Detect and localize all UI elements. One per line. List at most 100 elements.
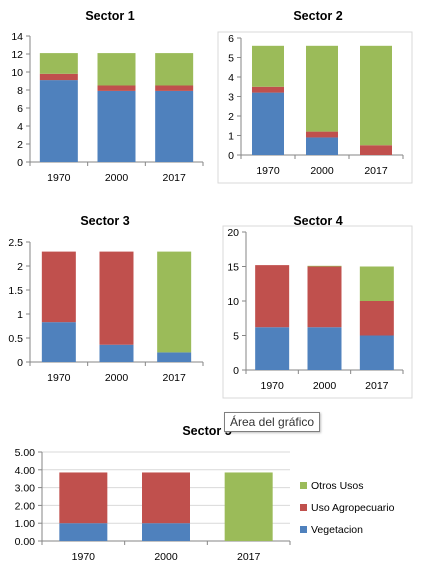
bar-agropecuario-2017 bbox=[360, 145, 392, 155]
y-tick-label: 6 bbox=[17, 103, 23, 115]
chart-title: Sector 3 bbox=[80, 214, 129, 228]
bar-vegetacion-1970 bbox=[59, 523, 108, 541]
bar-otros-2017 bbox=[157, 251, 192, 353]
y-tick-label: 2 bbox=[228, 111, 234, 123]
y-tick-label: 1.5 bbox=[8, 285, 23, 297]
chart-border bbox=[222, 225, 413, 399]
y-tick-label: 2 bbox=[17, 261, 23, 273]
bar-vegetacion-2017 bbox=[157, 352, 192, 362]
x-tick-label: 1970 bbox=[256, 165, 280, 177]
bar-agropecuario-2000 bbox=[142, 472, 190, 524]
y-tick-label: 5.00 bbox=[15, 447, 36, 459]
bar-agropecuario-1970 bbox=[41, 251, 76, 323]
y-tick-label: 5 bbox=[233, 331, 239, 343]
x-tick-label: 2017 bbox=[364, 165, 388, 177]
legend-swatch-agropecuario bbox=[300, 504, 307, 511]
y-tick-label: 2.5 bbox=[8, 237, 23, 249]
y-tick-label: 0.5 bbox=[8, 333, 23, 345]
y-tick-label: 3 bbox=[228, 92, 234, 104]
bar-otros-1970 bbox=[252, 45, 284, 87]
legend-label-vegetacion: Vegetacion bbox=[311, 524, 363, 536]
chart-area-tooltip: Área del gráfico bbox=[224, 412, 321, 432]
y-tick-label: 2 bbox=[17, 139, 23, 151]
x-tick-label: 2000 bbox=[105, 172, 129, 184]
x-tick-label: 1970 bbox=[72, 551, 96, 563]
x-tick-label: 2000 bbox=[313, 380, 337, 392]
chart-sector-3: Sector 3 0 0.5 1 1.5 2 2.5 1970 2000 2017 bbox=[8, 214, 204, 384]
legend-swatch-otros bbox=[300, 482, 307, 489]
y-tick-label: 0.00 bbox=[15, 536, 36, 548]
y-tick-label: 1 bbox=[228, 131, 234, 143]
bar-agropecuario-2000 bbox=[306, 131, 338, 138]
chart-sector-5: Sector 5 0.00 1.00 2.00 3.00 4.00 5.00 1970 2000… bbox=[15, 424, 395, 563]
x-tick-label: 1970 bbox=[47, 172, 71, 184]
bar-agropecuario-2017 bbox=[155, 85, 194, 91]
bar-vegetacion-1970 bbox=[41, 322, 76, 362]
bar-vegetacion-2000 bbox=[142, 523, 190, 541]
legend-swatch-vegetacion bbox=[300, 526, 307, 533]
bar-agropecuario-1970 bbox=[39, 73, 78, 81]
x-tick-label: 1970 bbox=[47, 372, 71, 384]
y-tick-label: 12 bbox=[11, 49, 23, 61]
bar-otros-2000 bbox=[306, 45, 338, 132]
chart-sector-4: Sector 4 0 5 10 15 20 1970 2000 2017 bbox=[222, 214, 413, 399]
bar-agropecuario-2000 bbox=[99, 251, 134, 345]
y-tick-label: 1 bbox=[17, 309, 23, 321]
y-tick-label: 8 bbox=[17, 85, 23, 97]
x-tick-label: 2000 bbox=[105, 372, 129, 384]
bar-otros-2017 bbox=[224, 472, 273, 541]
y-tick-label: 0 bbox=[17, 157, 23, 169]
y-tick-label: 5 bbox=[228, 53, 234, 65]
chart-border bbox=[217, 31, 413, 184]
bar-vegetacion-2000 bbox=[97, 90, 136, 162]
chart-title: Sector 5 bbox=[182, 424, 231, 438]
y-tick-label: 3.00 bbox=[15, 483, 36, 495]
y-tick-label: 2.00 bbox=[15, 500, 36, 512]
chart-sector-2: Sector 2 0 1 2 3 4 5 6 1970 2000 2017 bbox=[217, 9, 413, 184]
y-tick-label: 20 bbox=[227, 227, 239, 239]
bar-otros-2000 bbox=[307, 265, 342, 267]
legend-label-otros: Otros Usos bbox=[311, 480, 364, 492]
y-tick-label: 10 bbox=[227, 296, 239, 308]
bar-otros-2017 bbox=[155, 53, 194, 86]
bar-otros-2017 bbox=[360, 45, 392, 146]
x-tick-label: 2017 bbox=[237, 551, 261, 563]
chart-title: Sector 4 bbox=[293, 214, 342, 228]
y-tick-label: 4 bbox=[17, 121, 23, 133]
y-tick-label: 4.00 bbox=[15, 465, 36, 477]
bar-agropecuario-1970 bbox=[255, 265, 290, 328]
chart-title: Sector 2 bbox=[293, 9, 342, 23]
bar-agropecuario-2000 bbox=[307, 266, 342, 328]
x-tick-label: 2017 bbox=[162, 372, 186, 384]
y-tick-label: 1.00 bbox=[15, 518, 36, 530]
bar-vegetacion-2000 bbox=[99, 344, 134, 362]
y-tick-label: 4 bbox=[228, 72, 234, 84]
bar-agropecuario-1970 bbox=[59, 472, 108, 524]
bar-agropecuario-2017 bbox=[359, 301, 394, 336]
chart-sector-1: Sector 1 0 2 4 6 8 10 12 14 1970 2000 2017 bbox=[11, 9, 204, 184]
x-tick-label: 2000 bbox=[310, 165, 334, 177]
chart-title: Sector 1 bbox=[85, 9, 134, 23]
bar-vegetacion-1970 bbox=[252, 92, 284, 155]
bar-agropecuario-1970 bbox=[252, 86, 284, 93]
bar-otros-2000 bbox=[97, 53, 136, 86]
bar-vegetacion-2000 bbox=[306, 137, 338, 155]
y-tick-label: 15 bbox=[227, 262, 239, 274]
y-tick-label: 0 bbox=[17, 357, 23, 369]
bar-vegetacion-2017 bbox=[155, 90, 194, 162]
x-tick-label: 2017 bbox=[162, 172, 186, 184]
y-tick-label: 6 bbox=[228, 33, 234, 45]
y-tick-label: 10 bbox=[11, 67, 23, 79]
bar-agropecuario-2000 bbox=[97, 85, 136, 91]
legend-label-agropecuario: Uso Agropecuario bbox=[311, 502, 395, 514]
y-tick-label: 0 bbox=[228, 150, 234, 162]
y-tick-label: 0 bbox=[233, 365, 239, 377]
bar-vegetacion-2017 bbox=[359, 335, 394, 370]
bar-vegetacion-1970 bbox=[39, 80, 78, 162]
y-tick-label: 14 bbox=[11, 31, 23, 43]
bar-vegetacion-1970 bbox=[255, 327, 290, 370]
x-tick-label: 2017 bbox=[365, 380, 389, 392]
bar-otros-2017 bbox=[359, 266, 394, 301]
bar-vegetacion-2000 bbox=[307, 327, 342, 370]
